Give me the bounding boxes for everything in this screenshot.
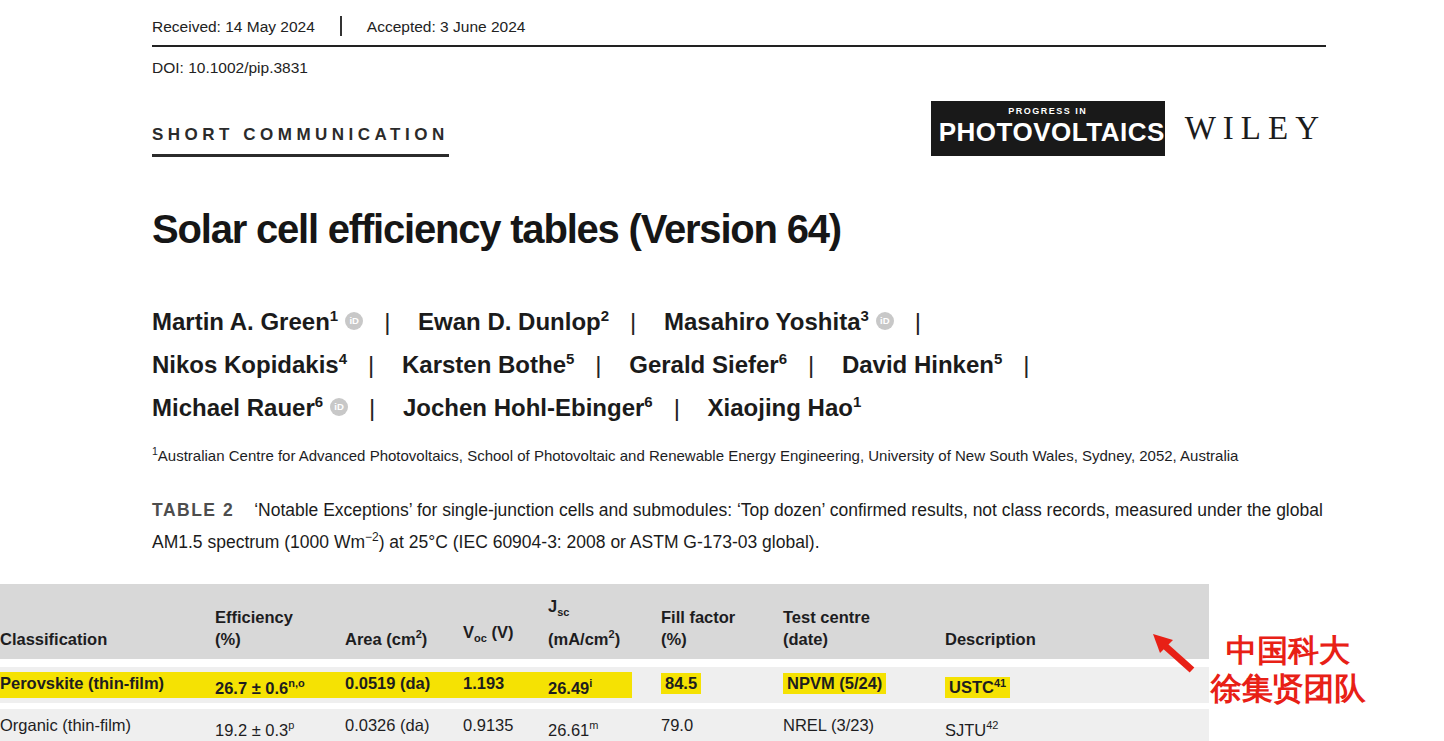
- journal-logo-title: PHOTOVOLTAICS: [939, 117, 1157, 148]
- page-title: Solar cell efficiency tables (Version 64…: [152, 207, 1326, 252]
- col-header-test-centre: Test centre(date): [783, 606, 945, 650]
- orcid-icon[interactable]: iD: [876, 312, 894, 330]
- author-name: Michael Rauer6iD: [152, 394, 348, 421]
- author-affil-sup: 1: [853, 393, 861, 410]
- cell-classification: Perovskite (thin-film): [0, 672, 215, 699]
- author-name: Xiaojing Hao1: [708, 394, 862, 421]
- author-name: David Hinken5: [842, 351, 1002, 378]
- horizontal-rule: [152, 45, 1326, 47]
- author-separator: |: [384, 308, 390, 335]
- received-date: Received: 14 May 2024: [152, 16, 315, 36]
- author-name: Martin A. Green1iD: [152, 308, 363, 335]
- author-name: Karsten Bothe5: [402, 351, 574, 378]
- doi-text: DOI: 10.1002/pip.3831: [152, 59, 1326, 77]
- accepted-date: Accepted: 3 June 2024: [367, 16, 526, 36]
- author-line-2: Nikos Kopidakis4 | Karsten Bothe5 | Gerald…: [152, 337, 1326, 380]
- cell-classification: Organic (thin-film): [0, 714, 215, 741]
- logos: PROGRESS IN PHOTOVOLTAICS WILEY: [931, 101, 1326, 156]
- affiliation-text: Australian Centre for Advanced Photovolt…: [158, 447, 1239, 464]
- cell-jsc: 26.61m: [548, 714, 661, 741]
- author-affil-sup: 6: [779, 350, 787, 367]
- author-list: Martin A. Green1iD| Ewan D. Dunlop2| Mas…: [152, 294, 1326, 423]
- table-caption: TABLE 2‘Notable Exceptions’ for single-j…: [152, 497, 1326, 556]
- article-type-label: SHORT COMMUNICATION: [152, 125, 449, 157]
- cell-test-centre: NPVM (5/24): [783, 672, 945, 699]
- author-name: Gerald Siefer6: [629, 351, 787, 378]
- author-separator: |: [595, 351, 601, 378]
- results-table: Classification Efficiency(%) Area (cm2) …: [0, 568, 1209, 741]
- cell-efficiency: 26.7 ± 0.6n,o: [215, 672, 345, 699]
- annotation-line-2: 徐集贤团队: [1193, 669, 1383, 707]
- author-name: Ewan D. Dunlop2: [418, 308, 609, 335]
- author-separator: |: [808, 351, 814, 378]
- col-header-area: Area (cm2): [345, 623, 463, 650]
- author-affil-sup: 5: [994, 350, 1002, 367]
- author-separator: |: [630, 308, 636, 335]
- cell-voc: 1.193: [463, 672, 548, 699]
- journal-logo: PROGRESS IN PHOTOVOLTAICS: [931, 101, 1165, 156]
- table-header-row: Classification Efficiency(%) Area (cm2) …: [0, 584, 1209, 659]
- author-line-1: Martin A. Green1iD| Ewan D. Dunlop2| Mas…: [152, 294, 1326, 337]
- table-row-perovskite: Perovskite (thin-film) 26.7 ± 0.6n,o 0.0…: [0, 667, 1209, 704]
- receipt-dates: Received: 14 May 2024 Accepted: 3 June 2…: [152, 16, 1326, 45]
- col-header-efficiency: Efficiency(%): [215, 606, 345, 650]
- annotation-line-1: 中国科大: [1193, 631, 1383, 669]
- cell-area: 0.0519 (da): [345, 672, 463, 699]
- cell-fill-factor: 84.5: [661, 672, 783, 699]
- annotation-text: 中国科大 徐集贤团队: [1193, 631, 1383, 707]
- author-affil-sup: 4: [339, 350, 347, 367]
- divider: [340, 16, 342, 36]
- orcid-icon[interactable]: iD: [345, 312, 363, 330]
- cell-jsc: 26.49i: [548, 672, 661, 699]
- cell-description: USTC41: [945, 672, 1209, 699]
- publisher-logo: WILEY: [1185, 110, 1326, 147]
- col-header-fill-factor: Fill factor(%): [661, 606, 783, 650]
- author-affil-sup: 5: [566, 350, 574, 367]
- author-affil-sup: 6: [644, 393, 652, 410]
- author-name: Jochen Hohl-Ebinger6: [403, 394, 653, 421]
- caption-superscript: −2: [365, 530, 379, 544]
- author-name: Masahiro Yoshita3iD: [664, 308, 894, 335]
- affiliation: 1Australian Centre for Advanced Photovol…: [152, 445, 1326, 464]
- author-name: Nikos Kopidakis4: [152, 351, 347, 378]
- author-separator: |: [368, 351, 374, 378]
- cell-area: 0.0326 (da): [345, 714, 463, 741]
- author-separator: |: [915, 308, 921, 335]
- author-affil-sup: 2: [601, 307, 609, 324]
- col-header-jsc: Jsc(mA/cm2): [548, 595, 661, 650]
- journal-logo-kicker: PROGRESS IN: [939, 106, 1157, 116]
- author-separator: |: [674, 394, 680, 421]
- author-separator: |: [1023, 351, 1029, 378]
- cell-voc: 0.9135: [463, 714, 548, 741]
- table-row-organic: Organic (thin-film) 19.2 ± 0.3p 0.0326 (…: [0, 709, 1209, 741]
- caption-text: ) at 25°C (IEC 60904-3: 2008 or ASTM G-1…: [379, 532, 820, 552]
- author-affil-sup: 6: [315, 393, 323, 410]
- paper-page: Received: 14 May 2024 Accepted: 3 June 2…: [0, 0, 1444, 741]
- cell-fill-factor: 79.0: [661, 714, 783, 741]
- author-affil-sup: 1: [330, 307, 338, 324]
- orcid-icon[interactable]: iD: [330, 398, 348, 416]
- table-label: TABLE 2: [152, 500, 234, 520]
- masthead: SHORT COMMUNICATION PROGRESS IN PHOTOVOL…: [152, 101, 1326, 157]
- author-affil-sup: 3: [860, 307, 868, 324]
- author-separator: |: [369, 394, 375, 421]
- cell-test-centre: NREL (3/23): [783, 714, 945, 741]
- cell-description: SJTU42: [945, 714, 1209, 741]
- col-header-classification: Classification: [0, 628, 215, 650]
- cell-efficiency: 19.2 ± 0.3p: [215, 714, 345, 741]
- author-line-3: Michael Rauer6iD| Jochen Hohl-Ebinger6| …: [152, 380, 1326, 423]
- col-header-voc: Voc (V): [463, 621, 548, 649]
